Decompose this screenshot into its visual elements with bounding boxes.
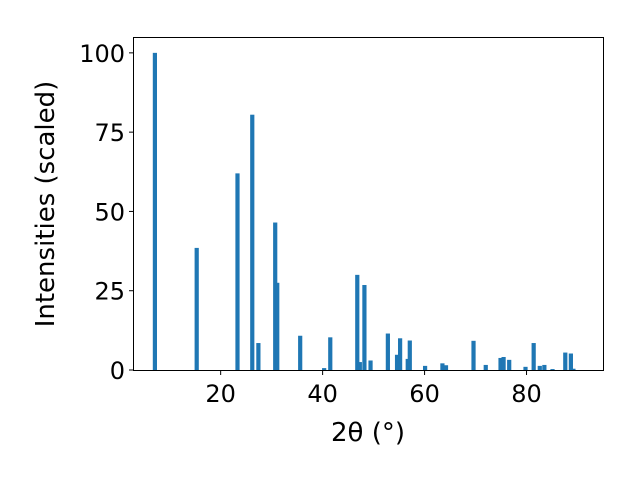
y-tick-label: 75: [94, 119, 125, 147]
bars-group: [152, 52, 576, 371]
bar: [568, 353, 573, 370]
bar: [501, 357, 506, 370]
bar: [550, 369, 555, 370]
bar: [440, 363, 445, 370]
bar: [385, 333, 390, 370]
bar: [362, 285, 367, 370]
plot-frame: [133, 37, 604, 371]
bar: [298, 335, 303, 370]
bar: [542, 364, 547, 370]
bar: [355, 274, 360, 370]
bar: [498, 357, 503, 370]
bar: [523, 366, 528, 370]
bar: [483, 364, 488, 370]
bar: [571, 368, 576, 370]
bar: [250, 114, 255, 370]
bar: [537, 365, 542, 370]
x-tick-label: 60: [409, 380, 440, 408]
bar: [235, 173, 240, 370]
x-tick-label: 20: [205, 380, 236, 408]
bar: [275, 282, 280, 370]
y-tick-label: 100: [79, 40, 125, 68]
x-tick-label: 40: [307, 380, 338, 408]
bar: [357, 362, 362, 370]
y-axis-label: Intensities (scaled): [31, 81, 61, 328]
bar: [194, 247, 199, 370]
y-tick-label: 50: [94, 198, 125, 226]
bar: [368, 360, 373, 370]
y-tick-label: 0: [110, 357, 125, 385]
bar: [394, 354, 400, 370]
x-tick-label: 80: [511, 380, 542, 408]
bar: [443, 365, 449, 370]
y-tick-label: 25: [94, 278, 125, 306]
bar: [256, 343, 261, 370]
bar: [398, 338, 403, 370]
bar: [507, 359, 512, 370]
bar: [563, 352, 568, 370]
x-axis-label: 2θ (°): [331, 418, 405, 448]
bar: [322, 368, 327, 370]
x-axis: 20 40 60 80: [205, 370, 542, 408]
bar: [152, 52, 157, 371]
bar: [471, 340, 476, 370]
bar: [531, 343, 536, 370]
bar: [328, 337, 333, 370]
y-axis: 0 25 50 75 100: [79, 40, 134, 385]
bar: [422, 365, 428, 370]
bar: [407, 340, 412, 370]
